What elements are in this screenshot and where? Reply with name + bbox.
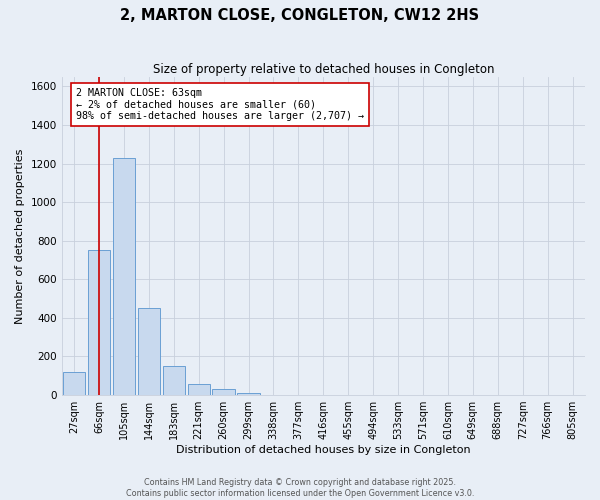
Bar — [63, 372, 85, 395]
Bar — [137, 308, 160, 395]
Bar — [113, 158, 135, 395]
Text: 2, MARTON CLOSE, CONGLETON, CW12 2HS: 2, MARTON CLOSE, CONGLETON, CW12 2HS — [121, 8, 479, 22]
X-axis label: Distribution of detached houses by size in Congleton: Distribution of detached houses by size … — [176, 445, 470, 455]
Bar — [163, 366, 185, 395]
Y-axis label: Number of detached properties: Number of detached properties — [15, 148, 25, 324]
Bar — [88, 250, 110, 395]
Title: Size of property relative to detached houses in Congleton: Size of property relative to detached ho… — [152, 62, 494, 76]
Text: 2 MARTON CLOSE: 63sqm
← 2% of detached houses are smaller (60)
98% of semi-detac: 2 MARTON CLOSE: 63sqm ← 2% of detached h… — [76, 88, 364, 122]
Bar — [212, 388, 235, 395]
Bar — [188, 384, 210, 395]
Bar — [238, 393, 260, 395]
Text: Contains HM Land Registry data © Crown copyright and database right 2025.
Contai: Contains HM Land Registry data © Crown c… — [126, 478, 474, 498]
